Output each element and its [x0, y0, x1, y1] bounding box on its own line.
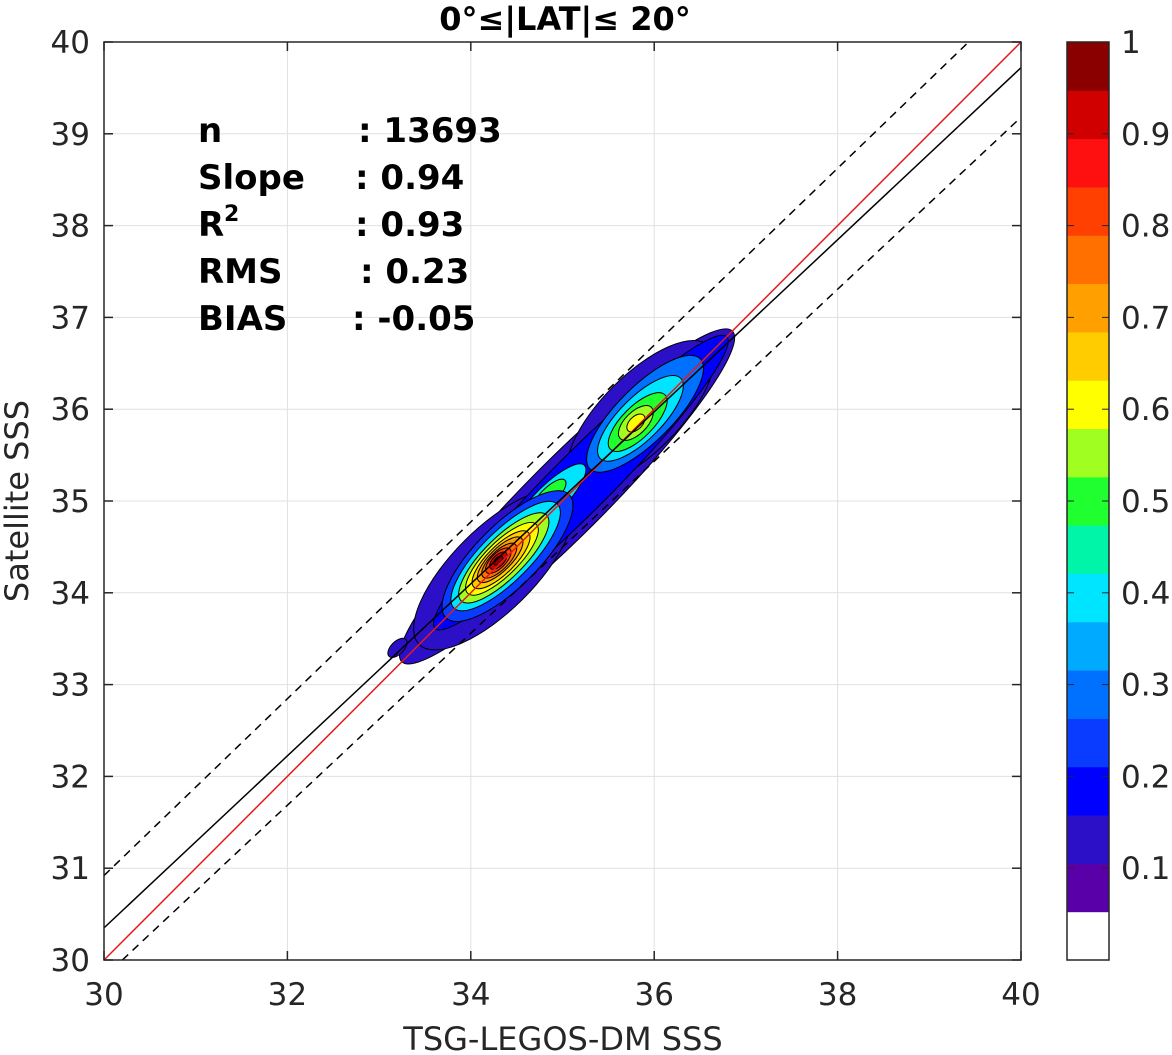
reference-lines: [104, 42, 1021, 960]
stat-value: : -0.05: [352, 299, 475, 339]
line-upper-bound: [104, 42, 970, 877]
colorbar-segment: [1067, 573, 1109, 623]
x-tick-label: 30: [84, 977, 123, 1013]
x-tick-label: 36: [634, 977, 673, 1013]
chart-title: 0°≤|LAT|≤ 20°: [439, 0, 690, 39]
colorbar-segment: [1067, 90, 1109, 140]
line-regression: [104, 67, 1021, 929]
colorbar-segment: [1067, 863, 1109, 913]
stat-value: : 0.93: [355, 205, 464, 245]
stat-value: : 0.23: [360, 252, 469, 292]
colorbar-segment: [1067, 283, 1109, 333]
line-lower-bound: [121, 116, 1021, 960]
colorbar-segment: [1067, 815, 1109, 864]
colorbar-segment: [1067, 331, 1109, 381]
colorbar-segment: [1067, 235, 1109, 285]
stat-label: RMS: [198, 252, 283, 292]
colorbar-segment: [1067, 670, 1109, 719]
line-one-to-one: [104, 42, 1021, 960]
y-axis: 30 31 32 33 34 35 36 37 38 39 40: [51, 25, 1021, 979]
y-tick-label: 32: [51, 759, 90, 795]
stat-superscript: 2: [224, 202, 239, 227]
stat-label: BIAS: [198, 299, 287, 339]
plot-area: n : 13693 Slope : 0.94 R 2 : 0.93 RMS : 0.23 BIAS…: [51, 25, 1041, 1013]
colorbar: 0.1 0.2 0.3 0.4 0.5 0.6 0.7 0.8 0.9 1: [1066, 25, 1170, 961]
colorbar-segment: [1067, 186, 1109, 236]
stat-value: : 0.94: [355, 158, 464, 198]
y-tick-label: 30: [51, 943, 90, 979]
colorbar-segment: [1067, 621, 1109, 671]
x-tick-label: 40: [1001, 977, 1040, 1013]
colorbar-segment: [1067, 42, 1109, 91]
y-tick-label: 38: [51, 209, 90, 245]
colorbar-segment: [1067, 911, 1109, 961]
colorbar-tick-label: 0.3: [1121, 668, 1170, 704]
colorbar-tick-label: 0.6: [1121, 392, 1170, 428]
grid: [103, 41, 1022, 961]
colorbar-tick-label: 0.8: [1121, 209, 1170, 245]
colorbar-tick-label: 0.1: [1121, 851, 1170, 887]
stat-label: R: [198, 205, 224, 245]
y-tick-label: 33: [51, 668, 90, 704]
y-tick-label: 31: [51, 851, 90, 887]
y-tick-label: 39: [51, 117, 90, 153]
colorbar-segment: [1067, 138, 1109, 188]
stat-value: : 13693: [358, 111, 502, 151]
y-axis-label: Satellite SSS: [0, 400, 36, 602]
x-axis: 30 32 34 36 38 40: [84, 42, 1041, 1013]
y-tick-label: 34: [51, 576, 90, 612]
statistics-box: n : 13693 Slope : 0.94 R 2 : 0.93 RMS : 0.23 BIAS…: [198, 111, 502, 339]
contour-isolated: [387, 637, 408, 658]
colorbar-segment: [1067, 766, 1109, 816]
colorbar-tick-label: 0.4: [1121, 576, 1170, 612]
colorbar-tick-label: 0.9: [1121, 117, 1170, 153]
y-tick-label: 36: [51, 392, 90, 428]
colorbar-tick-label: 0.2: [1121, 759, 1170, 795]
y-tick-label: 35: [51, 484, 90, 520]
colorbar-segment: [1067, 525, 1109, 574]
y-tick-label: 37: [51, 300, 90, 336]
x-axis-label: TSG-LEGOS-DM SSS: [402, 1020, 722, 1055]
colorbar-segment: [1067, 428, 1109, 478]
stat-label: Slope: [198, 158, 305, 198]
colorbar-segment: [1067, 718, 1109, 768]
stat-label: n: [198, 111, 222, 151]
x-tick-label: 34: [451, 977, 490, 1013]
x-tick-label: 38: [818, 977, 857, 1013]
colorbar-tick-label: 0.5: [1121, 484, 1170, 520]
colorbar-segment: [1067, 380, 1109, 430]
contour-level: [626, 413, 646, 433]
x-tick-label: 32: [268, 977, 307, 1013]
colorbar-tick-label: 0.7: [1121, 300, 1170, 336]
colorbar-tick-label: 1: [1121, 25, 1141, 61]
y-tick-label: 40: [51, 25, 90, 61]
